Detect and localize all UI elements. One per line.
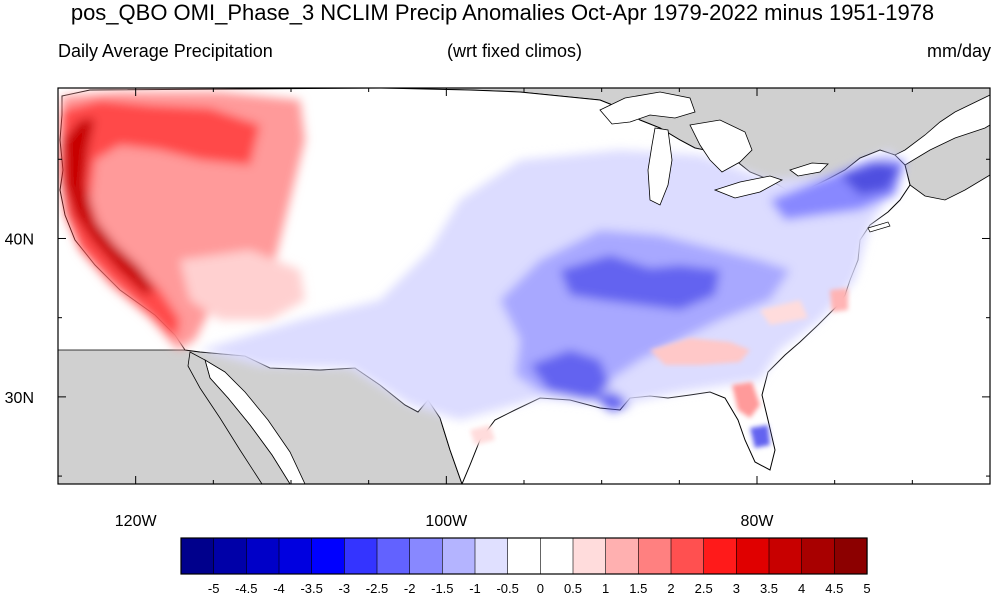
lon-tick-label: 120W [115, 513, 158, 530]
colorbar-label: -1.5 [431, 581, 453, 596]
colorbar-label: 2 [667, 581, 674, 596]
lake-huron [689, 119, 753, 173]
colorbar-label: 0.5 [564, 581, 582, 596]
map-panel [58, 88, 990, 484]
colorbar-swatch [605, 537, 639, 575]
subtitle-center: (wrt fixed climos) [447, 41, 583, 61]
positive-anomaly-southeast [470, 288, 848, 448]
colorbar-label: 4 [798, 581, 805, 596]
colorbar-label: -2 [404, 581, 416, 596]
colorbar-swatch [736, 537, 770, 575]
colorbar-swatch [311, 537, 345, 575]
lake-superior [599, 91, 696, 125]
colorbar-swatch [474, 537, 509, 575]
colorbar-label: -4.5 [235, 581, 257, 596]
lake-michigan [647, 127, 673, 206]
colorbar-swatch [278, 537, 313, 575]
colorbar-label: -4 [273, 581, 285, 596]
colorbar-label: -0.5 [496, 581, 518, 596]
colorbar-swatch [180, 537, 215, 575]
colorbar-label: 3 [733, 581, 740, 596]
units-label: mm/day [926, 41, 991, 61]
anomaly-field [60, 92, 905, 448]
great-lakes [599, 91, 829, 206]
colorbar-swatch [670, 537, 705, 575]
colorbar-swatch [801, 537, 835, 575]
positive-anomaly-west [60, 92, 305, 350]
colorbar-swatch [768, 537, 803, 575]
lon-tick-label: 80W [741, 513, 775, 530]
figure-title: pos_QBO OMI_Phase_3 NCLIM Precip Anomali… [70, 0, 935, 25]
colorbar-frame [180, 537, 868, 575]
colorbar-label: -3.5 [300, 581, 322, 596]
colorbar-label: -1 [469, 581, 481, 596]
colorbar-swatch [344, 537, 378, 575]
lon-tick-label: 100W [425, 513, 468, 530]
maritimes-land [904, 124, 990, 201]
colorbar-label: 3.5 [760, 581, 778, 596]
colorbar-swatch [507, 537, 541, 575]
colorbar-label: 1 [602, 581, 609, 596]
lake-erie [713, 175, 783, 199]
colorbar-label: 4.5 [825, 581, 843, 596]
colorbar: -5 -4.5 -4 -3.5 -3 -2.5 -2 -1.5 -1 -0.5 0 0.5 1 1.5 2 2… [180, 537, 871, 596]
baja-land [187, 351, 291, 484]
long-island [867, 221, 891, 233]
lake-ontario [789, 162, 829, 177]
colorbar-swatch [246, 537, 280, 575]
colorbar-swatch [703, 537, 737, 575]
colorbar-label: -3 [339, 581, 351, 596]
colorbar-swatch [572, 537, 607, 575]
lat-tick-label: 30N [5, 390, 34, 407]
subtitle-left: Daily Average Precipitation [58, 41, 273, 61]
colorbar-label: -5 [208, 581, 220, 596]
colorbar-swatch [376, 537, 411, 575]
colorbar-label: -2.5 [366, 581, 388, 596]
colorbar-swatch [409, 537, 443, 575]
colorbar-label: 5 [863, 581, 870, 596]
colorbar-swatch [834, 537, 868, 575]
axis-ticks: 120W 100W 80W 40N 30N [5, 88, 991, 530]
colorbar-label: 0 [537, 581, 544, 596]
colorbar-swatch [638, 537, 672, 575]
colorbar-swatch [442, 537, 476, 575]
colorbar-label: 1.5 [629, 581, 647, 596]
colorbar-swatch [540, 537, 574, 575]
lat-tick-label: 40N [5, 231, 34, 248]
colorbar-label: 2.5 [695, 581, 713, 596]
colorbar-swatch [213, 537, 247, 575]
